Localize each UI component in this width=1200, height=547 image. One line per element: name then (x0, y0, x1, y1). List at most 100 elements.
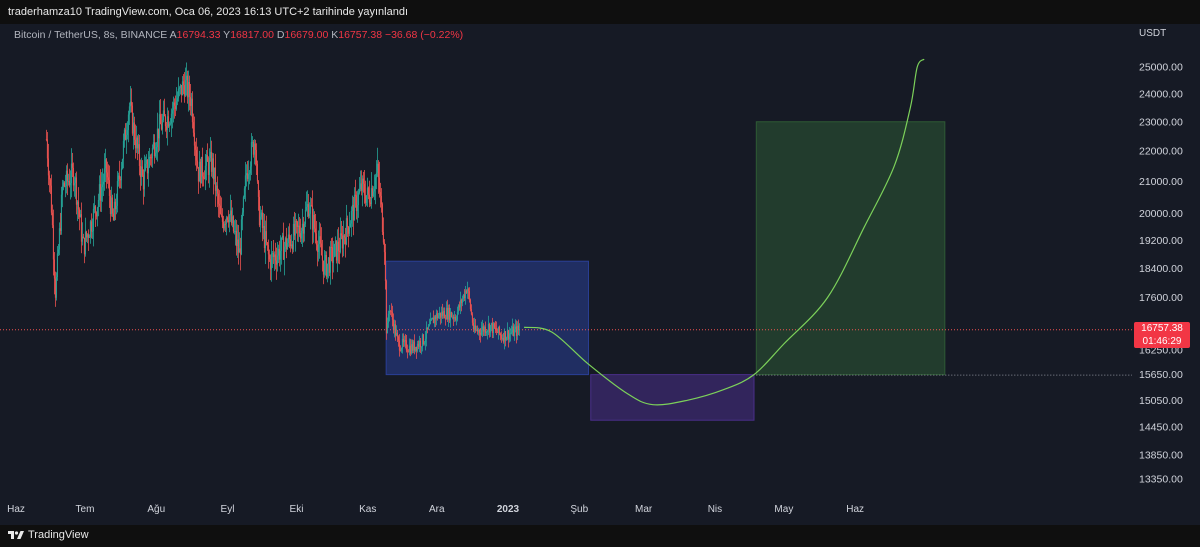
candle (270, 240, 272, 282)
candle (384, 243, 386, 290)
candle (432, 310, 434, 324)
candle (368, 180, 370, 208)
candle (406, 344, 408, 359)
candle-body (435, 313, 437, 320)
candle-body (326, 263, 328, 277)
candle (333, 243, 335, 258)
time-axis[interactable]: Haz Tem Ağu Eyl Eki Kas Ara 2023 Şub Mar Nis May Haz (7, 504, 864, 515)
candle (362, 171, 364, 193)
candle (146, 159, 148, 180)
candle-body (436, 313, 438, 319)
candle-body (167, 116, 169, 127)
candle (205, 149, 207, 181)
price-chart[interactable]: 25000.00 24000.00 23000.00 22000.00 21000.00… (0, 24, 1200, 525)
candle-body (517, 325, 519, 330)
candle-body (284, 238, 286, 247)
candle (382, 217, 384, 245)
candle-body (301, 223, 303, 231)
candle-body (395, 332, 397, 336)
candle-body (401, 338, 403, 349)
candle-body (60, 194, 62, 231)
candle (490, 322, 492, 332)
candle (481, 319, 483, 338)
candle-body (484, 326, 486, 334)
candle (367, 186, 369, 200)
price-axis-unit: USDT (1139, 28, 1167, 39)
candle-body (422, 334, 424, 345)
candle-body (100, 187, 102, 201)
candle (468, 287, 470, 303)
candle (180, 84, 182, 103)
candle (118, 160, 120, 189)
candle-body (165, 126, 167, 130)
candle (449, 308, 451, 328)
candle (201, 147, 203, 187)
time-tick-label: May (774, 504, 793, 515)
candle-body (429, 319, 431, 325)
candle-body (308, 213, 310, 217)
candle-body (356, 205, 358, 211)
candle (453, 310, 455, 322)
candle (373, 174, 375, 201)
candle (417, 340, 419, 350)
candle-body (63, 182, 65, 187)
candle (69, 170, 71, 200)
candle (172, 96, 174, 123)
candle (342, 220, 344, 257)
candle (45, 129, 47, 142)
candle (344, 227, 346, 258)
candle (120, 161, 122, 189)
candle-body (317, 244, 319, 253)
candle-body (279, 250, 281, 260)
candle (416, 340, 418, 353)
candle (504, 331, 506, 347)
candle-body (470, 309, 472, 315)
candle-body (202, 176, 204, 179)
candle (387, 310, 389, 328)
candle (492, 321, 494, 339)
tradingview-brand[interactable]: TradingView (8, 529, 89, 541)
price-tick-label: 14450.00 (1139, 422, 1183, 434)
candle-body (193, 132, 195, 146)
candle (464, 286, 466, 305)
candle-body (262, 226, 264, 228)
candle-body (454, 316, 456, 320)
candle (430, 317, 432, 321)
candle (187, 70, 189, 112)
price-tick-label: 15650.00 (1139, 369, 1183, 381)
candle (78, 207, 80, 231)
candle-body (178, 87, 180, 89)
candle-body (197, 167, 199, 182)
candle-body (439, 312, 441, 318)
candle-body (294, 220, 296, 236)
candle-body (244, 175, 246, 189)
candle (300, 227, 302, 244)
candle (113, 193, 115, 221)
candle (441, 303, 443, 319)
candle-body (210, 151, 212, 172)
candle-body (378, 177, 380, 193)
candle-body (493, 323, 495, 328)
candle-body (61, 186, 63, 195)
candle-body (180, 84, 182, 96)
candle-body (77, 201, 79, 210)
price-tick-label: 24000.00 (1139, 88, 1183, 100)
candle (111, 194, 113, 217)
price-axis[interactable]: 25000.00 24000.00 23000.00 22000.00 21000.00… (1139, 62, 1183, 486)
candle (131, 102, 133, 136)
candle (212, 153, 214, 195)
candle (62, 180, 64, 191)
candle-body (240, 219, 242, 255)
candle (151, 144, 153, 168)
candle (349, 220, 351, 228)
candle-body (263, 226, 265, 249)
candle-body (166, 116, 168, 130)
candle-body (85, 231, 87, 238)
candle-body (96, 207, 98, 217)
candle-body (430, 319, 432, 321)
candle (336, 229, 338, 273)
candle (75, 171, 77, 215)
candle (207, 156, 209, 184)
candle-body (496, 331, 498, 333)
candle-body (313, 215, 315, 229)
